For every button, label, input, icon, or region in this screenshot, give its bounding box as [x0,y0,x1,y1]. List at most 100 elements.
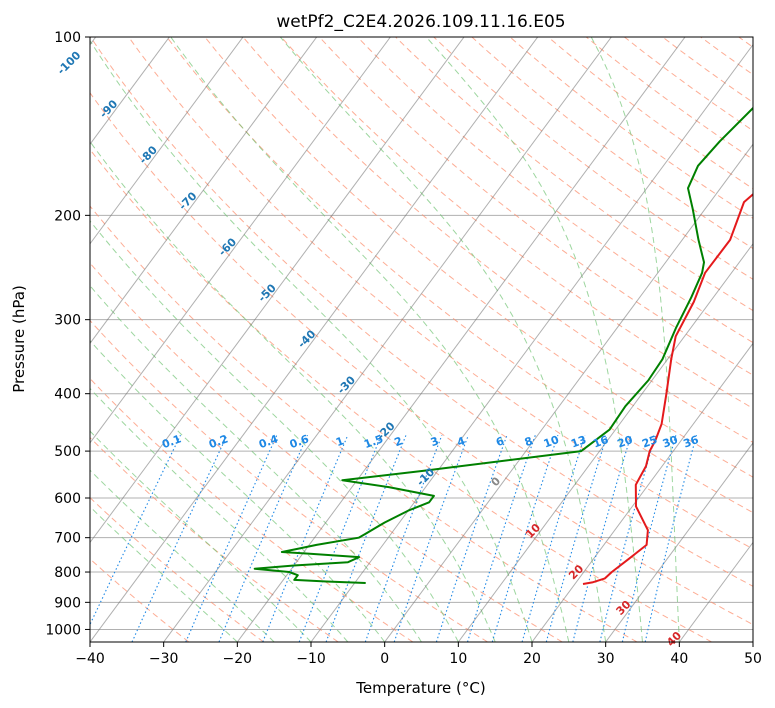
isotherm-label-13: 30 [614,598,634,618]
mixing-ratio-label-14: 20 [616,433,635,451]
dry-adiabat-5 [90,262,563,642]
y-tick-label-5: 600 [54,491,81,507]
mixing-ratio-label-10: 8 [523,434,535,449]
mixing-ratio-label-17: 36 [682,433,701,451]
isotherm-14 [236,37,686,642]
mixing-ratio-line-5 [298,434,382,642]
mixing-ratio-label-7: 3 [429,434,441,449]
mixing-ratio-line-6 [325,434,407,642]
mixing-ratio-line-0 [90,434,181,626]
x-axis: −40 −30 −20 −10 0 10 20 30 40 50 [75,642,762,667]
y-tick-label-2: 300 [54,313,81,329]
dry-adiabat-4 [90,319,488,642]
mixing-ratio-line-14 [572,435,632,642]
chart-title: wetPf2_C2E4.2026.109.11.16.E05 [276,12,565,32]
x-axis-title: Temperature (°C) [355,679,485,697]
mixing-ratio-label-12: 13 [569,433,588,450]
isotherm-label-10: 0 [489,474,504,489]
dry-adiabat-6 [90,205,638,642]
dry-adiabat-14 [280,37,753,410]
isotherm-17 [457,242,753,642]
mixing-ratio-label-2: 0.4 [257,432,280,451]
moist-adiabat-12 [590,37,680,642]
background-lines [90,37,753,642]
x-tick-label-4: 0 [380,651,389,667]
dewpoint-line [253,106,753,584]
dry-adiabat-18 [433,37,753,280]
isotherm-8 [90,37,244,245]
mixing-ratio-line-17 [644,435,698,642]
moist-adiabat-4 [90,340,386,642]
plot-area [90,37,753,642]
mixing-ratio-line-13 [545,435,608,642]
mixing-ratio-line-15 [599,435,657,642]
isotherm-label-14: 40 [664,629,684,649]
dry-adiabat-15 [318,37,753,376]
temperature-line [582,192,753,585]
mixing-ratio-line-7 [364,435,443,642]
y-axis-title: Pressure (hPa) [10,285,28,393]
isotherm-20 [678,541,753,642]
moist-adiabat-8 [90,39,533,642]
mixing-ratio-label-11: 10 [542,433,561,451]
isotherm-18 [531,342,753,642]
dry-adiabat-13 [242,37,753,444]
x-tick-label-3: −10 [296,651,326,667]
isotherm-7 [90,37,170,146]
x-tick-label-0: −40 [75,651,105,667]
dry-adiabat-23 [623,37,753,132]
isotherm-10 [90,37,391,444]
moist-adiabat-7 [90,140,496,642]
mixing-ratio-label-13: 16 [591,433,610,451]
isotherm-11 [90,37,465,544]
dry-adiabat-21 [547,37,753,190]
dry-adiabat-11 [166,37,753,514]
isotherm-label-4: -60 [216,235,239,258]
dry-adiabat-7 [90,148,712,642]
mixing-ratio-label-4: 1 [334,434,346,449]
x-tick-label-2: −20 [223,651,253,667]
y-tick-label-8: 900 [54,595,81,611]
moist-adiabat-5 [90,285,422,642]
mixing-ratio-line-8 [393,435,469,642]
series-layer [253,106,753,585]
isotherm-label-1: -90 [97,97,120,120]
mixing-ratio-line-3 [218,434,309,642]
isotherm-13 [163,37,612,642]
mixing-ratio-label-3: 0.6 [288,432,311,451]
moist-adiabat-11 [425,37,643,642]
dry-adiabat-10 [128,37,753,550]
isotherm-12 [90,37,539,642]
x-tick-label-1: −30 [149,651,179,667]
isotherm-label-12: 20 [566,562,586,582]
mixing-ratio-line-16 [621,435,677,642]
isotherm-9 [90,37,318,345]
y-tick-label-3: 400 [54,387,81,403]
isotherm-16 [384,143,753,642]
x-tick-label-6: 20 [523,651,541,667]
y-tick-label-7: 800 [54,565,81,581]
mixing-ratio-line-9 [435,435,508,642]
mixing-ratio-label-8: 4 [455,434,467,449]
mixing-ratio-label-6: 2 [393,434,405,449]
isotherm-15 [310,43,753,642]
isotherm-19 [605,442,753,642]
x-tick-label-8: 40 [670,651,688,667]
mixing-ratio-label-0: 0.1 [160,432,183,451]
y-tick-label-0: 100 [54,30,81,46]
mixing-ratio-line-2 [185,434,278,642]
dry-adiabat-1 [90,496,264,642]
y-tick-label-4: 500 [54,444,81,460]
dry-adiabat-22 [585,37,753,160]
mixing-ratio-label-9: 6 [494,434,506,449]
mixing-ratio-label-5: 1.5 [362,432,385,451]
y-axis: 100 200 300 400 500 600 700 800 900 1000 [45,30,90,638]
y-tick-label-6: 700 [54,531,81,547]
mixing-ratio-label-1: 0.2 [207,432,230,451]
moist-adiabat-0 [90,506,238,642]
dry-adiabat-16 [356,37,753,344]
isotherm-label-3: -70 [176,189,199,212]
dry-adiabat-25 [699,37,753,76]
dry-adiabat-9 [90,37,753,587]
moist-adiabat-3 [90,387,349,642]
